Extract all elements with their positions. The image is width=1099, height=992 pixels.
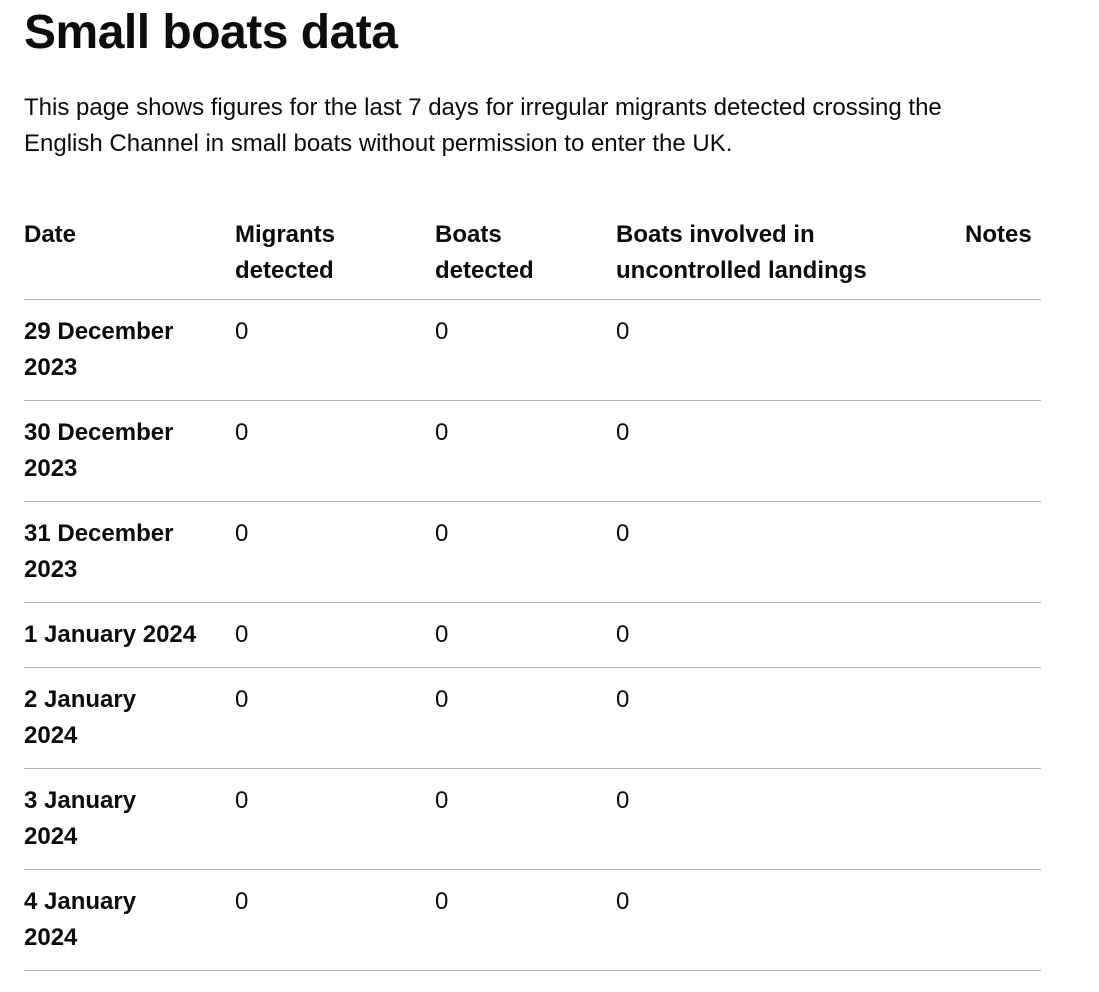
boats-detected-cell: 0 <box>435 768 616 870</box>
notes-cell <box>965 768 1041 870</box>
notes-cell <box>965 602 1041 668</box>
migrants-detected-cell: 0 <box>235 299 435 401</box>
boats-detected-cell: 0 <box>435 501 616 603</box>
uncontrolled-landings-cell: 0 <box>616 768 965 870</box>
date-cell: 31 December 2023 <box>24 501 235 603</box>
date-cell: 3 January 2024 <box>24 768 235 870</box>
date-cell: 4 January 2024 <box>24 869 235 971</box>
date-cell: 2 January 2024 <box>24 667 235 769</box>
uncontrolled-landings-cell: 0 <box>616 667 965 769</box>
date-cell: 29 December 2023 <box>24 299 235 401</box>
intro-paragraph: This page shows figures for the last 7 d… <box>24 94 942 157</box>
small-boats-table: Date Migrants detected Boats detected Boats… <box>24 217 1041 971</box>
notes-cell <box>965 667 1041 769</box>
date-cell: 1 January 2024 <box>24 602 235 668</box>
boats-detected-cell: 0 <box>435 400 616 502</box>
date-cell: 30 December 2023 <box>24 400 235 502</box>
migrants-detected-cell: 0 <box>235 501 435 603</box>
uncontrolled-landings-cell: 0 <box>616 602 965 668</box>
migrants-detected-cell: 0 <box>235 667 435 769</box>
uncontrolled-landings-cell: 0 <box>616 501 965 603</box>
migrants-detected-cell: 0 <box>235 768 435 870</box>
boats-detected-cell: 0 <box>435 667 616 769</box>
table-row: 2 January 2024 0 0 0 <box>24 667 1041 769</box>
notes-cell <box>965 299 1041 401</box>
notes-cell <box>965 400 1041 502</box>
table-header-row: Date Migrants detected Boats detected Boats… <box>24 217 1041 300</box>
column-header: Date <box>24 217 235 300</box>
boats-detected-cell: 0 <box>435 869 616 971</box>
notes-cell <box>965 869 1041 971</box>
page-title: Small boats data <box>24 6 398 59</box>
table-row: 3 January 2024 0 0 0 <box>24 768 1041 870</box>
column-header: Boats detected <box>435 217 616 300</box>
migrants-detected-cell: 0 <box>235 400 435 502</box>
table-row: 1 January 2024 0 0 0 <box>24 602 1041 668</box>
notes-cell <box>965 501 1041 603</box>
table-row: 29 December 2023 0 0 0 <box>24 299 1041 401</box>
migrants-detected-cell: 0 <box>235 602 435 668</box>
uncontrolled-landings-cell: 0 <box>616 299 965 401</box>
table-body: 29 December 2023 0 0 0 30 December 2023 0 0 0 31… <box>24 299 1041 971</box>
uncontrolled-landings-cell: 0 <box>616 400 965 502</box>
column-header: Migrants detected <box>235 217 435 300</box>
migrants-detected-cell: 0 <box>235 869 435 971</box>
boats-detected-cell: 0 <box>435 299 616 401</box>
column-header: Boats involved in uncontrolled landings <box>616 217 965 300</box>
boats-detected-cell: 0 <box>435 602 616 668</box>
table-row: 30 December 2023 0 0 0 <box>24 400 1041 502</box>
column-header: Notes <box>965 217 1041 300</box>
table-row: 4 January 2024 0 0 0 <box>24 869 1041 971</box>
uncontrolled-landings-cell: 0 <box>616 869 965 971</box>
table-row: 31 December 2023 0 0 0 <box>24 501 1041 603</box>
